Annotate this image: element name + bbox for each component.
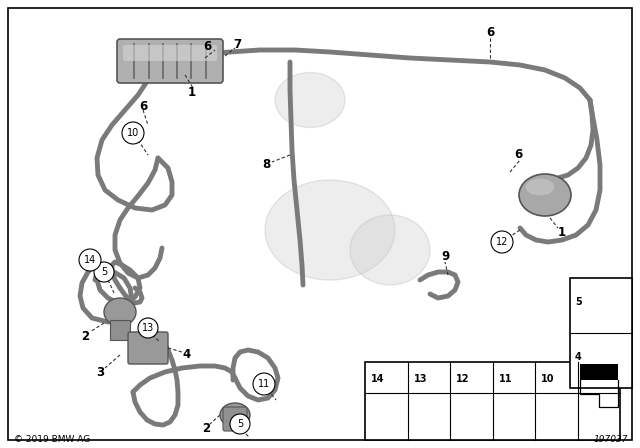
Text: 5: 5 xyxy=(237,419,243,429)
Text: 14: 14 xyxy=(371,374,385,384)
Text: 10: 10 xyxy=(127,128,139,138)
Text: 13: 13 xyxy=(414,374,428,384)
Text: 6: 6 xyxy=(203,39,211,52)
Text: 197037: 197037 xyxy=(593,435,628,444)
Bar xyxy=(110,320,130,340)
Circle shape xyxy=(138,318,158,338)
Ellipse shape xyxy=(275,73,345,128)
Ellipse shape xyxy=(519,174,571,216)
Ellipse shape xyxy=(265,180,395,280)
Bar xyxy=(365,362,620,440)
FancyBboxPatch shape xyxy=(117,39,223,83)
Circle shape xyxy=(491,231,513,253)
Ellipse shape xyxy=(220,403,250,427)
Text: 5: 5 xyxy=(575,297,582,307)
Text: 6: 6 xyxy=(514,148,522,161)
Ellipse shape xyxy=(350,215,430,285)
FancyBboxPatch shape xyxy=(123,45,217,61)
Text: 12: 12 xyxy=(456,374,470,384)
Text: 4: 4 xyxy=(575,352,582,362)
Text: 1: 1 xyxy=(188,86,196,99)
Bar xyxy=(570,278,632,388)
Text: 6: 6 xyxy=(139,99,147,112)
Text: 4: 4 xyxy=(183,348,191,361)
Text: 9: 9 xyxy=(441,250,449,263)
Circle shape xyxy=(94,262,114,282)
Text: 5: 5 xyxy=(101,267,107,277)
Circle shape xyxy=(79,249,101,271)
Ellipse shape xyxy=(525,179,554,195)
Ellipse shape xyxy=(104,298,136,326)
Text: 3: 3 xyxy=(96,366,104,379)
Text: 1: 1 xyxy=(558,225,566,238)
Text: 12: 12 xyxy=(496,237,508,247)
Text: 13: 13 xyxy=(142,323,154,333)
Bar xyxy=(579,364,618,380)
FancyBboxPatch shape xyxy=(223,407,247,431)
Circle shape xyxy=(253,373,275,395)
Text: 2: 2 xyxy=(81,331,89,344)
Text: 7: 7 xyxy=(233,38,241,51)
Text: 8: 8 xyxy=(262,158,270,171)
Text: © 2019 BMW AG: © 2019 BMW AG xyxy=(14,435,90,444)
Circle shape xyxy=(122,122,144,144)
Circle shape xyxy=(230,414,250,434)
Text: 6: 6 xyxy=(486,26,494,39)
Text: 2: 2 xyxy=(202,422,210,435)
Text: 10: 10 xyxy=(541,374,555,384)
Text: 14: 14 xyxy=(84,255,96,265)
Text: 11: 11 xyxy=(499,374,513,384)
Text: 11: 11 xyxy=(258,379,270,389)
FancyBboxPatch shape xyxy=(128,332,168,364)
